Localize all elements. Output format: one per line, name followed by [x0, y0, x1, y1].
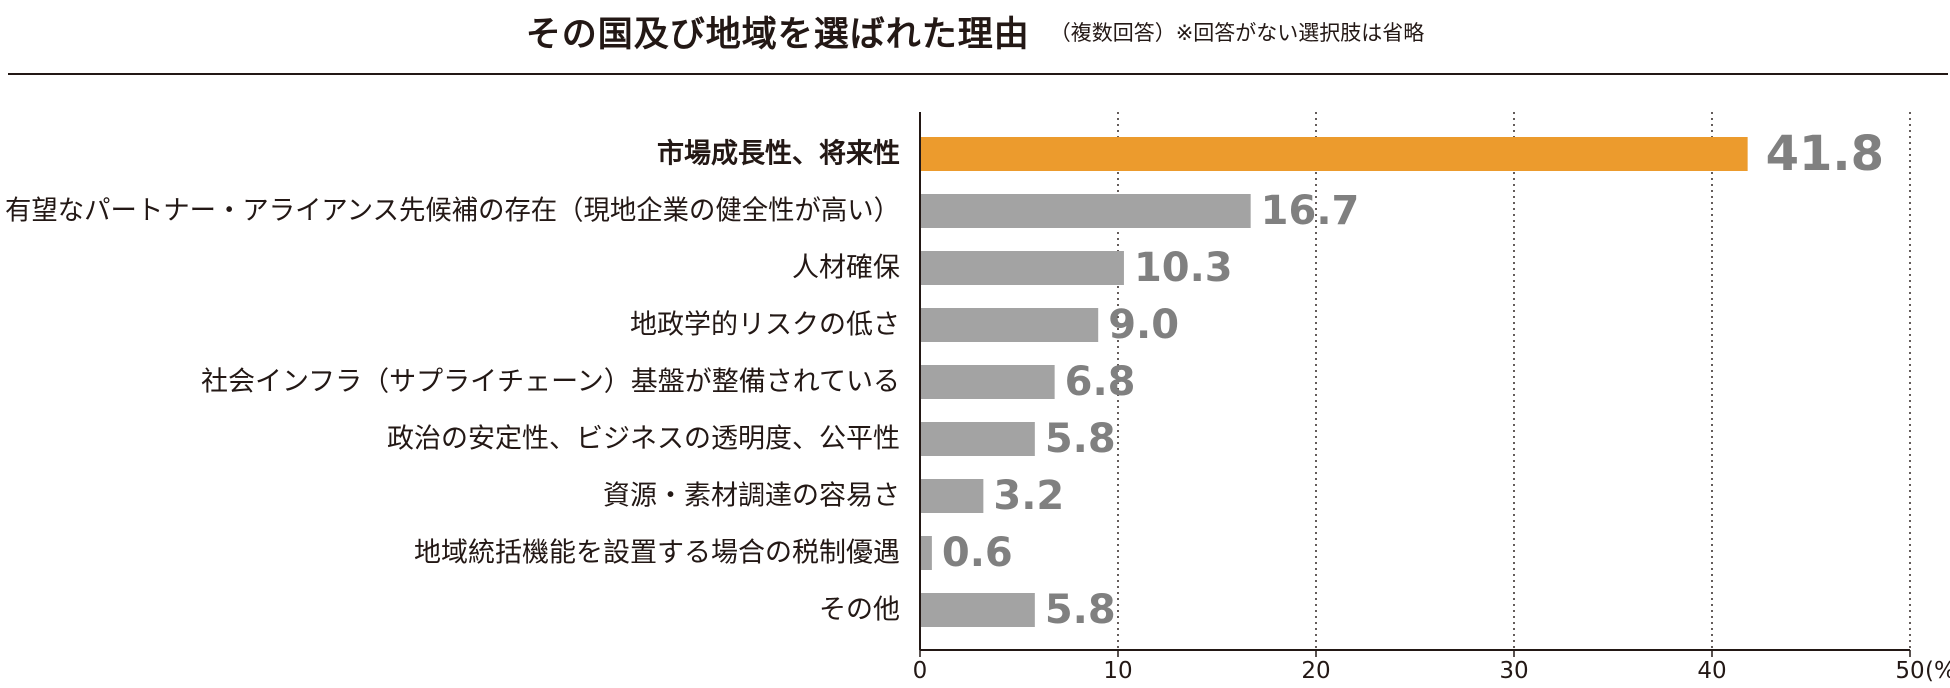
bar-9	[920, 593, 1035, 627]
x-axis-unit-label: (%)	[1925, 658, 1950, 684]
category-label-3: 人材確保	[792, 253, 900, 284]
chart-subtitle: （複数回答）※回答がない選択肢は省略	[1049, 20, 1425, 45]
bar-6	[920, 422, 1035, 456]
value-label-2: 16.7	[1261, 188, 1360, 234]
x-tick-label-10: 10	[1103, 658, 1132, 684]
chart-title-row: その国及び地域を選ばれた理由 （複数回答）※回答がない選択肢は省略	[0, 6, 1950, 55]
category-label-8: 地域統括機能を設置する場合の税制優遇	[414, 538, 900, 569]
bar-7	[920, 479, 984, 513]
value-label-1: 41.8	[1766, 126, 1884, 182]
chart-title: その国及び地域を選ばれた理由	[525, 15, 1030, 55]
category-label-1: 市場成長性、将来性	[657, 138, 900, 170]
category-label-9: その他	[819, 595, 900, 626]
x-tick-label-0: 0	[913, 658, 928, 684]
bar-5	[920, 365, 1055, 399]
value-label-6: 5.8	[1045, 416, 1116, 462]
value-label-4: 9.0	[1108, 302, 1179, 348]
value-label-3: 10.3	[1134, 245, 1233, 291]
bar-8	[920, 536, 932, 570]
value-label-5: 6.8	[1065, 359, 1136, 405]
x-tick-label-50: 50	[1895, 658, 1924, 684]
category-label-5: 社会インフラ（サプライチェーン）基盤が整備されている	[201, 367, 900, 398]
bar-4	[920, 308, 1099, 342]
x-tick-label-20: 20	[1301, 658, 1330, 684]
bar-3	[920, 251, 1124, 285]
value-label-9: 5.8	[1045, 587, 1116, 633]
value-label-7: 3.2	[993, 473, 1064, 519]
category-label-7: 資源・素材調達の容易さ	[603, 481, 900, 512]
x-tick-label-30: 30	[1499, 658, 1528, 684]
category-label-6: 政治の安定性、ビジネスの透明度、公平性	[387, 424, 900, 455]
value-label-8: 0.6	[942, 530, 1013, 576]
bar-1	[920, 137, 1748, 171]
bar-2	[920, 194, 1251, 228]
category-label-2: 有望なパートナー・アライアンス先候補の存在（現地企業の健全性が高い）	[5, 196, 900, 227]
title-divider	[8, 73, 1948, 75]
category-label-4: 地政学的リスクの低さ	[630, 310, 900, 341]
x-tick-label-40: 40	[1697, 658, 1726, 684]
